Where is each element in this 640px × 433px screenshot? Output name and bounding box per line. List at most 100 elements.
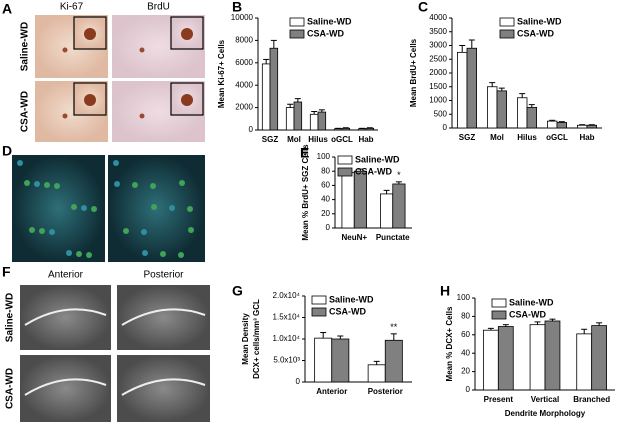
dendrites <box>24 308 107 326</box>
nucleus <box>160 251 166 257</box>
column-header: Posterior <box>143 270 184 281</box>
bar <box>314 337 333 383</box>
nucleus <box>188 227 194 233</box>
y-tick-label: 1.5x10⁴ <box>273 313 301 322</box>
y-tick-label: 500 <box>434 109 448 118</box>
bar <box>380 193 394 229</box>
x-tick-label: Present <box>484 395 514 404</box>
row-label: CSA-WD <box>20 91 31 132</box>
y-axis-label: Mean BrdU+ Cells <box>409 38 418 107</box>
y-tick-label: 100 <box>317 152 331 161</box>
y-tick-label: 60 <box>321 181 330 190</box>
nucleus <box>114 181 120 187</box>
y-tick-label: 3500 <box>429 27 447 36</box>
nucleus <box>91 206 97 212</box>
bar <box>261 63 271 131</box>
y-tick-label: 0 <box>296 377 301 386</box>
nucleus <box>81 205 87 211</box>
x-axis-label: Dendrite Morphology <box>505 409 586 418</box>
panel-label: D <box>2 143 12 159</box>
cell <box>139 47 145 53</box>
dendrites <box>121 378 206 396</box>
nucleus <box>141 229 147 235</box>
legend-swatch <box>491 310 507 320</box>
panel-label: E <box>300 145 309 161</box>
legend-label: Saline-WD <box>517 16 562 26</box>
nucleus <box>142 250 148 256</box>
bar <box>269 47 279 131</box>
y-tick-label: 1.0x10⁴ <box>273 334 301 343</box>
y-axis-label: DCX+ cells/mm³ GCL <box>252 299 261 379</box>
y-tick-label: 2500 <box>429 54 447 63</box>
bar <box>285 107 295 131</box>
y-tick-label: 2000 <box>429 68 447 77</box>
y-tick-label: 5.0x10³ <box>273 356 300 365</box>
nucleus <box>132 182 138 188</box>
legend-label: Saline-WD <box>307 16 352 26</box>
legend-label: CSA-WD <box>517 28 554 38</box>
y-axis-label: Mean % DCX+ Cells <box>445 306 454 381</box>
y-tick-label: 100 <box>457 293 471 302</box>
bar <box>317 111 327 131</box>
nucleus <box>29 227 35 233</box>
y-tick-label: 3000 <box>429 41 447 50</box>
column-header: Anterior <box>48 270 84 281</box>
bar <box>591 325 608 391</box>
nucleus <box>187 206 193 212</box>
legend-swatch <box>311 307 327 317</box>
nucleus <box>44 182 50 188</box>
x-tick-label: Hab <box>579 133 594 142</box>
bar <box>357 128 367 131</box>
micrograph <box>117 355 210 422</box>
cell <box>181 94 193 106</box>
y-tick-label: 80 <box>461 312 470 321</box>
y-tick-label: 40 <box>461 348 470 357</box>
row-label: CSA-WD <box>5 368 16 409</box>
cell <box>62 47 68 53</box>
bar <box>309 113 319 131</box>
x-tick-label: Mol <box>287 135 301 144</box>
nucleus <box>113 160 119 166</box>
significance: * <box>397 170 401 180</box>
legend-label: Saline-WD <box>355 154 400 164</box>
legend-label: CSA-WD <box>355 166 392 176</box>
bar <box>496 90 508 129</box>
cell <box>139 113 145 119</box>
panel-label: G <box>232 283 243 299</box>
nucleus <box>86 252 92 258</box>
bar <box>341 127 351 131</box>
x-tick-label: oGCL <box>331 135 353 144</box>
cell <box>62 113 68 119</box>
legend-label: Saline-WD <box>509 297 554 307</box>
y-tick-label: 10000 <box>231 13 254 22</box>
cell <box>84 28 96 40</box>
y-tick-label: 1000 <box>429 96 447 105</box>
micrograph <box>20 355 111 422</box>
x-tick-label: Hilus <box>308 135 328 144</box>
x-tick-label: Hab <box>358 135 373 144</box>
bar <box>529 324 546 391</box>
bar <box>547 120 558 129</box>
legend-label: CSA-WD <box>307 28 344 38</box>
bar <box>341 172 355 229</box>
micrograph <box>20 285 111 350</box>
y-tick-label: 0 <box>326 223 331 232</box>
bar <box>333 128 343 131</box>
y-tick-label: 6000 <box>235 58 253 67</box>
bar <box>517 97 528 129</box>
panel-label: C <box>418 0 428 15</box>
y-tick-label: 0 <box>466 385 471 394</box>
panel-label: B <box>232 0 242 15</box>
bar <box>367 364 386 383</box>
nucleus <box>179 180 185 186</box>
y-tick-label: 0 <box>443 123 448 132</box>
cell <box>181 28 193 40</box>
bar <box>586 124 598 129</box>
nucleus <box>123 228 129 234</box>
bar <box>365 127 375 131</box>
nucleus <box>151 204 157 210</box>
x-tick-label: Punctate <box>376 233 410 242</box>
inset <box>73 82 107 116</box>
legend-label: CSA-WD <box>509 309 546 319</box>
